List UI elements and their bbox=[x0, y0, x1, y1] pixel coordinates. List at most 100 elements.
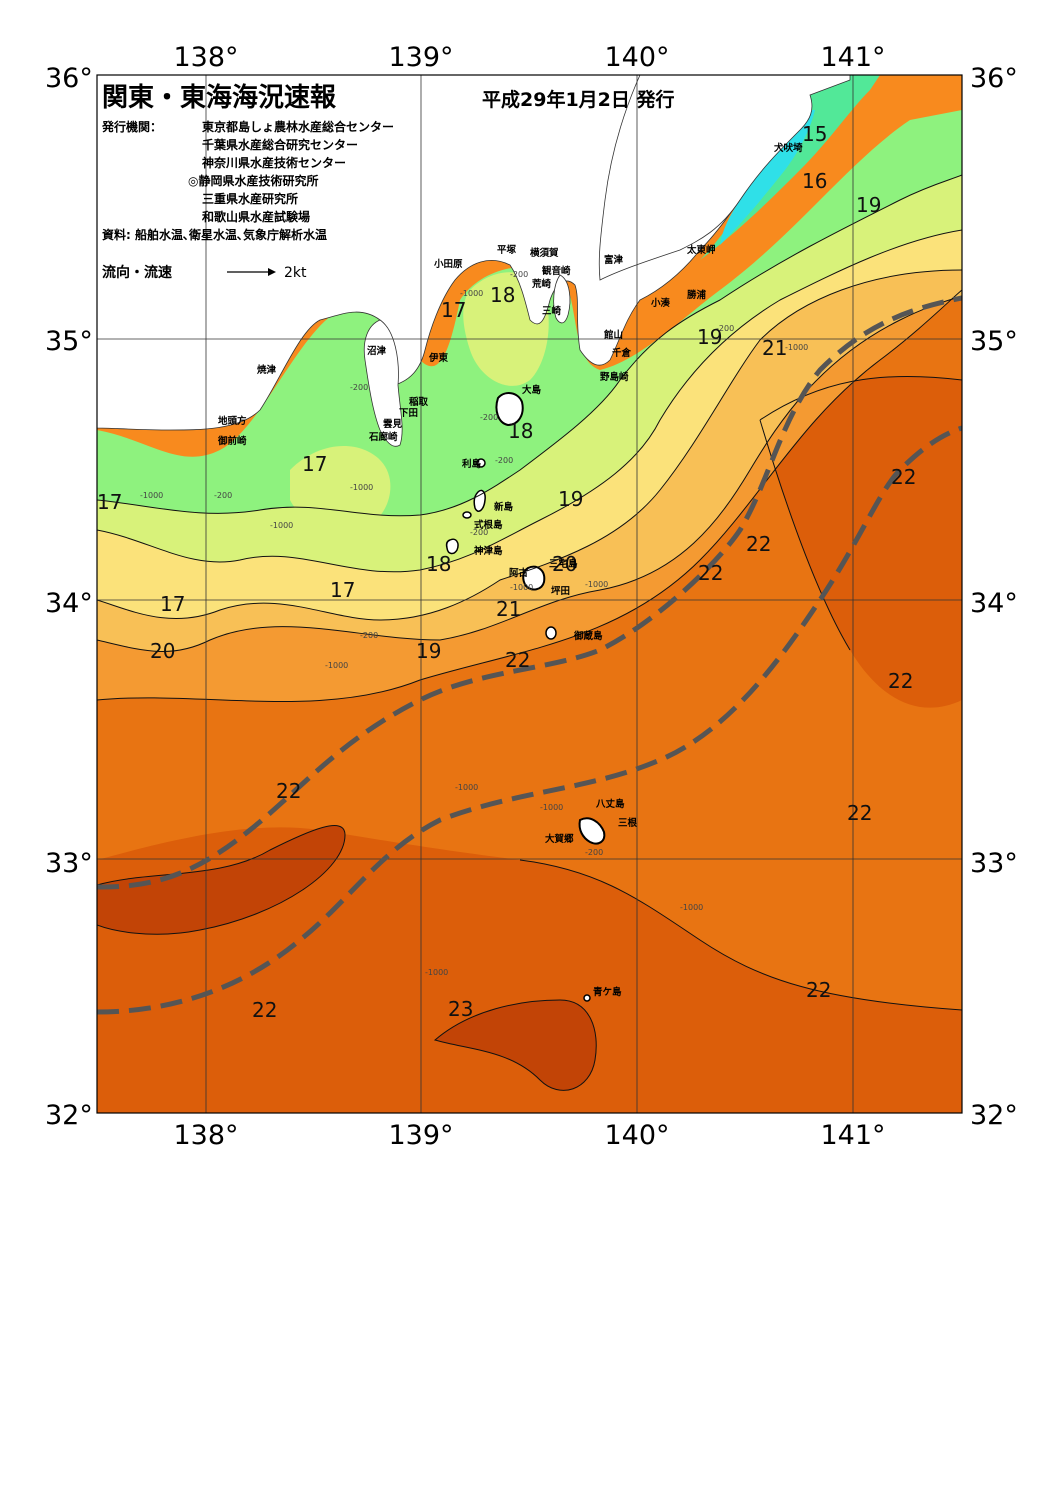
isotherm-label: 17 bbox=[160, 592, 185, 616]
depth-label: -1000 bbox=[540, 803, 563, 812]
place-label: 大島 bbox=[522, 384, 542, 396]
map-title: 関東・東海海況速報 bbox=[102, 83, 337, 113]
latitude-labels-left: 36° 35° 34° 33° 32° bbox=[45, 63, 93, 1131]
place-label: 小田原 bbox=[433, 258, 463, 270]
place-label: 富津 bbox=[604, 254, 624, 266]
isotherm-label: 19 bbox=[856, 193, 881, 217]
zone-22-warm-south bbox=[97, 827, 962, 1113]
depth-label: -200 bbox=[470, 528, 488, 537]
issuer-6: 和歌山県水産試験場 bbox=[201, 209, 310, 224]
isotherm-label: 22 bbox=[847, 801, 872, 825]
lon-label-138-top: 138° bbox=[173, 42, 238, 73]
depth-label: -1000 bbox=[425, 968, 448, 977]
isotherm-label: 22 bbox=[891, 465, 916, 489]
isotherm-label: 22 bbox=[252, 998, 277, 1022]
place-label: 横須賀 bbox=[530, 247, 559, 259]
lat-label-32-right: 32° bbox=[970, 1100, 1018, 1131]
depth-label: -200 bbox=[480, 413, 498, 422]
issuer-label: 発行機関： bbox=[101, 119, 162, 134]
place-label: 八丈島 bbox=[595, 798, 625, 810]
lat-label-33-right: 33° bbox=[970, 848, 1018, 879]
latitude-labels-right: 36° 35° 34° 33° 32° bbox=[970, 63, 1018, 1131]
map-frame bbox=[96, 74, 963, 1114]
zone-19 bbox=[97, 230, 962, 620]
place-label: 神津島 bbox=[474, 545, 503, 557]
place-label: 雲見 bbox=[383, 418, 403, 430]
zone-21 bbox=[97, 290, 962, 702]
depth-label: -1000 bbox=[270, 521, 293, 530]
lat-label-34-right: 34° bbox=[970, 588, 1018, 619]
isotherm-label: 21 bbox=[762, 336, 787, 360]
place-label: 小湊 bbox=[650, 297, 671, 309]
isotherm-label: 16 bbox=[802, 169, 827, 193]
place-label: 焼津 bbox=[257, 364, 277, 376]
isotherm-label: 22 bbox=[888, 669, 913, 693]
depth-label: -200 bbox=[495, 456, 513, 465]
depth-label: -1000 bbox=[460, 289, 483, 298]
depth-label: -1000 bbox=[455, 783, 478, 792]
lon-label-139-top: 139° bbox=[388, 42, 453, 73]
depth-label: -200 bbox=[585, 848, 603, 857]
island-oshima bbox=[495, 392, 524, 427]
isotherm-label: 22 bbox=[746, 532, 771, 556]
island-aogashima bbox=[583, 994, 591, 1002]
depth-label: -200 bbox=[716, 324, 734, 333]
place-label: 荒崎 bbox=[531, 278, 552, 290]
place-label: 青ケ島 bbox=[593, 986, 622, 998]
kuroshio-axis-north bbox=[97, 295, 962, 890]
depth-label: -200 bbox=[510, 270, 528, 279]
lat-label-33-left: 33° bbox=[45, 848, 93, 879]
island-shikinejima bbox=[462, 511, 472, 519]
depth-label: -1000 bbox=[510, 583, 533, 592]
zone-20 bbox=[97, 270, 962, 652]
place-label: 石廊崎 bbox=[368, 431, 398, 443]
isotherm-label: 18 bbox=[508, 419, 533, 443]
depth-label: -200 bbox=[350, 383, 368, 392]
place-label: 平塚 bbox=[497, 244, 517, 256]
isotherm-label: 21 bbox=[496, 597, 521, 621]
lat-label-35-left: 35° bbox=[45, 326, 93, 357]
place-label: 太東岬 bbox=[687, 244, 716, 256]
issue-date: 平成29年1月2日 発行 bbox=[482, 88, 675, 111]
place-label: 千倉 bbox=[612, 347, 632, 359]
isotherm-line-22 bbox=[97, 289, 962, 703]
island-niijima bbox=[473, 489, 486, 512]
issuer-1: 東京都島しょ農林水産総合センター bbox=[202, 119, 394, 134]
place-label: 式根島 bbox=[474, 519, 503, 531]
isotherm-label: 17 bbox=[302, 452, 327, 476]
island-toshima bbox=[476, 458, 486, 468]
isotherm-label: 19 bbox=[558, 487, 583, 511]
depth-label: -1000 bbox=[350, 483, 373, 492]
isotherm-line-21 bbox=[97, 295, 962, 652]
place-label: 三根 bbox=[618, 817, 638, 829]
isotherm-line-23-south bbox=[433, 999, 597, 1091]
isotherm-label: 19 bbox=[697, 325, 722, 349]
lat-label-36-right: 36° bbox=[970, 63, 1018, 94]
lon-label-140-bottom: 140° bbox=[604, 1120, 669, 1151]
graticule bbox=[97, 75, 962, 1113]
land-izu-peninsula bbox=[363, 319, 403, 447]
isotherm-label: 17 bbox=[441, 298, 466, 322]
place-label: 下田 bbox=[399, 408, 418, 419]
isotherm-label: 22 bbox=[806, 978, 831, 1002]
depth-label: -200 bbox=[214, 491, 232, 500]
isotherm-label: 22 bbox=[698, 561, 723, 585]
place-names: 犬吠埼 太東岬 勝浦 小湊 富津 横須賀 観音崎 平塚 小田原 荒崎 三崎 館山… bbox=[217, 142, 803, 998]
longitude-labels-bottom: 138° 139° 140° 141° bbox=[173, 1120, 885, 1151]
isotherm-label: 17 bbox=[330, 578, 355, 602]
longitude-labels-top: 138° 139° 140° 141° bbox=[173, 42, 885, 73]
current-legend-label: 流向・流速 bbox=[102, 264, 172, 281]
isotherm-label: 20 bbox=[150, 639, 175, 663]
isotherm-lines bbox=[97, 174, 962, 1091]
lon-label-141-top: 141° bbox=[820, 42, 885, 73]
zone-18 bbox=[97, 175, 962, 572]
lon-label-139-bottom: 139° bbox=[388, 1120, 453, 1151]
zone-18-suruga bbox=[290, 446, 391, 533]
lat-label-35-right: 35° bbox=[970, 326, 1018, 357]
island-mikurajima bbox=[545, 626, 557, 640]
current-arrow-icon bbox=[227, 268, 276, 276]
isotherm-line-20 bbox=[97, 269, 962, 621]
place-label: 伊東 bbox=[428, 352, 449, 364]
issuer-4: ◎静岡県水産技術研究所 bbox=[188, 173, 318, 188]
depth-label: -1000 bbox=[585, 580, 608, 589]
